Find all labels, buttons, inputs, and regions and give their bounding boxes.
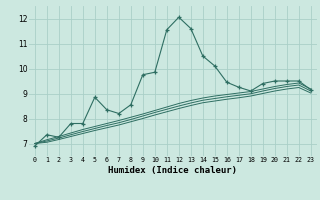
X-axis label: Humidex (Indice chaleur): Humidex (Indice chaleur) [108,166,237,175]
